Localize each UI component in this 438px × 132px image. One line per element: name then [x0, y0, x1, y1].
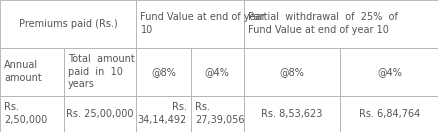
Bar [136, 96, 191, 132]
Bar [191, 48, 243, 96]
Text: Rs.
34,14,492: Rs. 34,14,492 [137, 102, 186, 125]
Text: Total  amount
paid  in  10
years: Total amount paid in 10 years [68, 54, 134, 89]
Text: Fund Value at end of year
10: Fund Value at end of year 10 [140, 12, 265, 35]
Text: @8%: @8% [279, 67, 304, 77]
Bar [243, 0, 438, 48]
Text: Annual
amount: Annual amount [4, 60, 42, 83]
Text: @4%: @4% [205, 67, 229, 77]
Bar [64, 96, 136, 132]
Bar [243, 48, 339, 96]
Bar [339, 48, 438, 96]
Bar [0, 96, 64, 132]
Bar [191, 96, 243, 132]
Bar [136, 0, 243, 48]
Bar [0, 0, 136, 48]
Text: Rs.
2,50,000: Rs. 2,50,000 [4, 102, 48, 125]
Text: Rs. 25,00,000: Rs. 25,00,000 [66, 109, 133, 119]
Bar [243, 96, 339, 132]
Bar [339, 96, 438, 132]
Bar [136, 48, 191, 96]
Text: Premiums paid (Rs.): Premiums paid (Rs.) [19, 19, 117, 29]
Text: Rs. 8,53,623: Rs. 8,53,623 [261, 109, 322, 119]
Text: @8%: @8% [151, 67, 176, 77]
Text: Partial  withdrawal  of  25%  of
Fund Value at end of year 10: Partial withdrawal of 25% of Fund Value … [247, 12, 397, 35]
Text: @4%: @4% [376, 67, 401, 77]
Text: Rs.
27,39,056: Rs. 27,39,056 [195, 102, 244, 125]
Bar [64, 48, 136, 96]
Text: Rs. 6,84,764: Rs. 6,84,764 [358, 109, 419, 119]
Bar [0, 48, 64, 96]
